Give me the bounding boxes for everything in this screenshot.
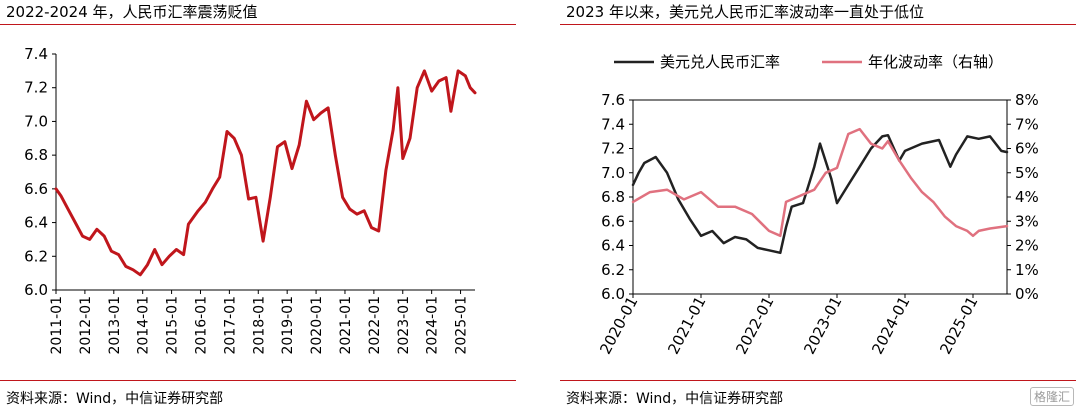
x-tick-label: 2017-01 — [222, 296, 238, 355]
y-tick-label: 6.0 — [601, 285, 625, 303]
left-top-rule — [0, 24, 516, 25]
x-tick-label: 2021-01 — [664, 293, 709, 357]
y2-tick-label: 3% — [1015, 212, 1039, 230]
y2-tick-label: 7% — [1015, 115, 1039, 133]
y-tick-label: 6.8 — [601, 188, 625, 206]
right-source-note: 资料来源：Wind，中信证券研究部 — [566, 391, 784, 407]
x-tick-label: 2022-01 — [367, 296, 383, 355]
x-tick-label: 2024-01 — [868, 293, 913, 357]
x-tick-label: 2023-01 — [800, 293, 845, 357]
y2-tick-label: 0% — [1015, 285, 1039, 303]
y-tick-label: 6.4 — [24, 214, 48, 232]
y-tick-label: 7.2 — [601, 140, 625, 158]
y2-tick-label: 8% — [1015, 91, 1039, 109]
y-tick-label: 6.6 — [601, 212, 625, 230]
x-tick-label: 2022-01 — [732, 293, 777, 357]
x-tick-label: 2018-01 — [251, 296, 267, 355]
series-line-2 — [631, 127, 1009, 238]
y-tick-label: 6.2 — [24, 247, 48, 265]
left-line-chart: 6.0 6.2 6.4 6.6 6.8 7.0 7.2 7.4 2011-01 2012-01 20… — [24, 45, 477, 355]
x-tick-label: 2021-01 — [338, 296, 354, 355]
left-bottom-rule — [0, 380, 516, 381]
y-tick-label: 7.2 — [24, 79, 48, 97]
right-top-rule — [560, 24, 1076, 25]
series-line-1 — [54, 69, 477, 277]
right-bottom-rule — [560, 380, 1076, 381]
x-tick-label: 2023-01 — [396, 296, 412, 355]
y-tick-label: 6.0 — [24, 281, 48, 299]
x-tick-label: 2025-01 — [454, 296, 470, 355]
x-tick-label: 2025-01 — [936, 293, 981, 357]
x-tick-label: 2014-01 — [136, 296, 152, 355]
y-tick-label: 7.4 — [24, 45, 48, 63]
x-tick-label: 2015-01 — [165, 296, 181, 355]
x-tick-label: 2011-01 — [49, 296, 65, 355]
x-tick-label: 2013-01 — [107, 296, 123, 355]
y2-tick-label: 1% — [1015, 261, 1039, 279]
y-tick-label: 7.0 — [24, 112, 48, 130]
y-tick-label: 6.6 — [24, 180, 48, 198]
watermark-logo: 格隆汇 — [1029, 387, 1074, 406]
right-chart-title: 2023 年以来，美元兑人民币汇率波动率一直处于低位 — [566, 3, 924, 21]
y-tick-label: 6.2 — [601, 261, 625, 279]
y2-tick-label: 6% — [1015, 140, 1039, 158]
right-line-chart: 6.0 6.2 6.4 6.6 6.8 7.0 7.2 7.4 7.6 0% 1% 2% 3% 4% 5% 6… — [596, 53, 1039, 357]
left-chart-title: 2022-2024 年，人民币汇率震荡贬值 — [6, 3, 258, 21]
legend-label: 美元兑人民币汇率 — [660, 53, 780, 71]
y-tick-label: 7.6 — [601, 91, 625, 109]
right-chart-panel: 2023 年以来，美元兑人民币汇率波动率一直处于低位 6.0 6.2 6.4 6.6 6… — [560, 0, 1080, 410]
y2-tick-label: 5% — [1015, 164, 1039, 182]
legend-label: 年化波动率（右轴） — [868, 53, 1003, 71]
y-tick-label: 6.4 — [601, 237, 625, 255]
y2-tick-label: 4% — [1015, 188, 1039, 206]
x-tick-label: 2016-01 — [193, 296, 209, 355]
x-tick-label: 2019-01 — [280, 296, 296, 355]
y2-tick-label: 2% — [1015, 237, 1039, 255]
x-tick-label: 2020-01 — [309, 296, 325, 355]
y-tick-label: 7.0 — [601, 164, 625, 182]
x-tick-label: 2024-01 — [425, 296, 441, 355]
y-tick-label: 6.8 — [24, 146, 48, 164]
left-chart-panel: 2022-2024 年，人民币汇率震荡贬值 6.0 6.2 6.4 6.6 6.8 7.0… — [0, 0, 520, 410]
series-line-1 — [631, 133, 1009, 255]
x-tick-label: 2012-01 — [78, 296, 94, 355]
left-source-note: 资料来源：Wind，中信证券研究部 — [6, 391, 224, 407]
y-tick-label: 7.4 — [601, 115, 625, 133]
